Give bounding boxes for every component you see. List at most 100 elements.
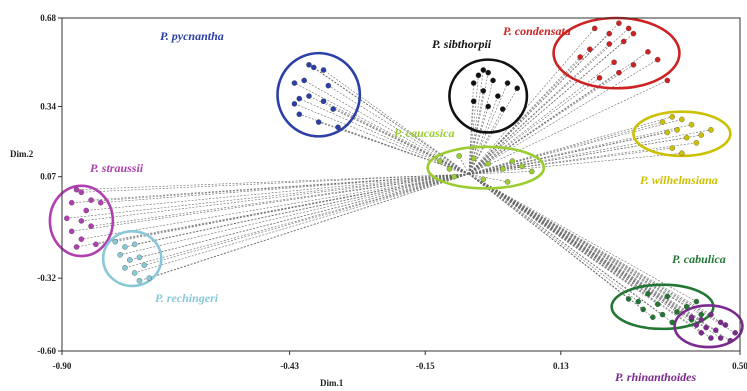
connector-line-rechingeri xyxy=(134,173,469,245)
point-straussii xyxy=(88,197,94,203)
point-pycnantha xyxy=(335,124,341,131)
connector-line-rhinanthoides xyxy=(468,173,731,341)
point-cabulica xyxy=(698,311,705,318)
point-condensata xyxy=(577,54,583,60)
connector-line-cabulica xyxy=(468,173,658,305)
group-label-rhinanthoides: P. rhinanthoides xyxy=(615,370,696,384)
point-rechingeri xyxy=(131,270,138,276)
connector-line-rhinanthoides xyxy=(468,173,712,315)
connector-line-cabulica xyxy=(468,173,639,302)
connector-line-sibthorpii xyxy=(468,69,484,175)
connector-line-rhinanthoides xyxy=(468,173,697,326)
connector-line-wilhelmsiana xyxy=(468,121,663,175)
connector-line-pycnantha xyxy=(328,85,469,175)
point-rechingeri xyxy=(112,238,119,245)
group-label-pycnantha: P. pycnantha xyxy=(160,29,224,43)
group-labels: P. pycnantha P. sibthorpii P. condensata P.… xyxy=(90,24,726,384)
connector-line-rhinanthoides xyxy=(468,173,716,331)
connector-line-wilhelmsiana xyxy=(468,124,692,175)
connector-line-caucasica xyxy=(468,163,489,175)
ellipse-caucasica xyxy=(426,145,546,190)
point-wilhelmsiana xyxy=(664,129,671,136)
connector-line-condensata xyxy=(468,56,581,175)
point-straussii xyxy=(78,218,85,224)
point-condensata xyxy=(587,46,593,52)
group-label-wilhelmsiana: P. wilhelmsiana xyxy=(640,173,718,187)
y-tick-label: 0.07 xyxy=(40,172,56,182)
data-points xyxy=(64,20,738,344)
point-rhinanthoides xyxy=(722,322,729,328)
point-pycnantha xyxy=(301,77,307,84)
connector-line-sibthorpii xyxy=(468,101,474,175)
connector-line-straussii xyxy=(66,173,469,219)
point-caucasica xyxy=(436,158,443,164)
ellipse-straussii xyxy=(48,184,115,258)
point-caucasica xyxy=(529,168,535,175)
x-axis-label: Dim.1 xyxy=(320,378,344,388)
connector-line-straussii xyxy=(76,173,469,191)
point-cabulica xyxy=(640,306,646,313)
point-caucasica xyxy=(509,158,516,164)
point-condensata xyxy=(625,25,632,32)
x-tick-label: -0.15 xyxy=(416,361,435,371)
point-rhinanthoides xyxy=(732,330,738,336)
point-pycnantha xyxy=(291,80,298,86)
point-straussii xyxy=(73,186,80,193)
y-axis-label: Dim.2 xyxy=(10,149,34,159)
connector-line-wilhelmsiana xyxy=(468,134,702,175)
connector-line-caucasica xyxy=(468,171,532,175)
connector-line-sibthorpii xyxy=(468,95,499,175)
connector-line-straussii xyxy=(81,173,469,222)
ellipse-condensata xyxy=(552,16,681,90)
connector-line-caucasica xyxy=(468,158,474,175)
connector-line-condensata xyxy=(468,28,595,175)
point-sibthorpii xyxy=(485,69,491,76)
point-straussii xyxy=(73,244,80,250)
point-cabulica xyxy=(674,309,680,315)
point-caucasica xyxy=(519,163,525,170)
point-rhinanthoides xyxy=(717,319,724,326)
point-rechingeri xyxy=(122,244,128,250)
point-straussii xyxy=(88,223,94,229)
connector-line-pycnantha xyxy=(313,67,469,175)
point-wilhelmsiana xyxy=(679,116,685,123)
point-sibthorpii xyxy=(470,98,477,105)
connector-line-cabulica xyxy=(468,173,697,302)
connector-line-wilhelmsiana xyxy=(468,147,673,175)
connector-line-condensata xyxy=(468,41,624,175)
connector-line-pycnantha xyxy=(323,69,469,175)
connector-line-cabulica xyxy=(468,173,687,308)
point-condensata xyxy=(630,30,637,37)
ellipse-rhinanthoides xyxy=(673,304,744,349)
connector-line-sibthorpii xyxy=(468,90,484,175)
connector-line-cabulica xyxy=(468,173,668,297)
point-straussii xyxy=(97,199,104,206)
point-wilhelmsiana xyxy=(698,132,705,138)
connector-line-wilhelmsiana xyxy=(468,152,682,175)
point-pycnantha xyxy=(315,119,322,125)
point-wilhelmsiana xyxy=(708,127,714,133)
tick-labels: -0.90 -0.43 -0.15 0.13 0.50 -0.60 -0.32 0.07 0.3… xyxy=(37,13,747,371)
connector-line-straussii xyxy=(71,173,469,204)
point-rechingeri xyxy=(146,275,152,281)
point-cabulica xyxy=(693,298,700,305)
ellipse-rechingeri xyxy=(101,230,163,288)
connector-line-condensata xyxy=(468,22,620,175)
x-tick-label: -0.90 xyxy=(53,361,72,371)
point-caucasica xyxy=(485,160,491,167)
point-wilhelmsiana xyxy=(693,140,700,146)
point-cabulica xyxy=(654,301,661,307)
point-cabulica xyxy=(659,311,666,318)
point-condensata xyxy=(630,62,637,68)
point-sibthorpii xyxy=(490,77,496,84)
point-straussii xyxy=(83,207,89,214)
ellipse-pycnantha xyxy=(276,51,362,138)
point-sibthorpii xyxy=(470,80,477,86)
point-condensata xyxy=(621,38,627,45)
group-label-straussii: P. straussii xyxy=(90,161,144,175)
point-rhinanthoides xyxy=(708,335,714,341)
connector-line-straussii xyxy=(76,173,469,248)
point-pycnantha xyxy=(320,67,327,73)
point-straussii xyxy=(64,215,70,222)
group-label-sibthorpii: P. sibthorpii xyxy=(432,37,492,51)
